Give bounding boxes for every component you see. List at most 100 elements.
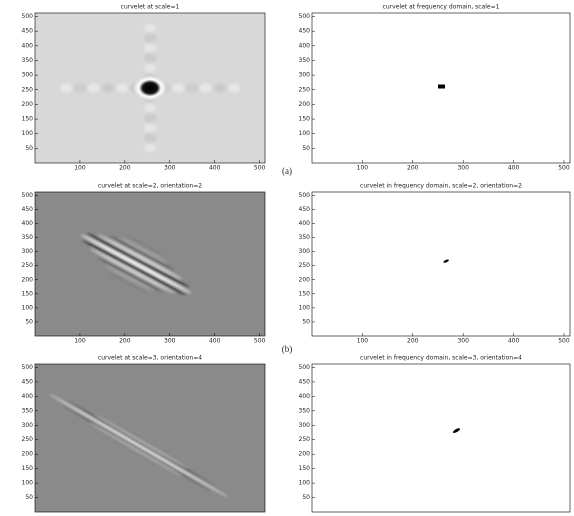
y-tick-label: 100 bbox=[22, 304, 34, 311]
y-tick-label: 150 bbox=[22, 116, 34, 123]
y-tick-label: 50 bbox=[25, 318, 33, 325]
y-tick-label: 250 bbox=[299, 436, 311, 443]
y-tick-label: 400 bbox=[22, 220, 34, 227]
x-tick-label: 500 bbox=[254, 165, 266, 172]
y-tick-label: 150 bbox=[299, 290, 311, 297]
y-tick-label: 350 bbox=[22, 407, 34, 414]
y-tick-label: 200 bbox=[299, 276, 311, 283]
y-tick-label: 200 bbox=[22, 276, 34, 283]
panel: curvelet at scale=1 50 100 150 200 250 300 350 4… bbox=[22, 4, 266, 172]
panel: curvelet at scale=3, orientation=4 50 100 1… bbox=[22, 355, 265, 513]
image bbox=[312, 364, 570, 512]
y-tick-label: 100 bbox=[22, 130, 34, 137]
y-tick-label: 300 bbox=[22, 422, 34, 429]
y-tick-label: 250 bbox=[22, 262, 34, 269]
panel-title: curvelet at scale=1 bbox=[121, 4, 180, 11]
panel: curvelet at frequency domain, scale=1 50 1… bbox=[299, 4, 570, 172]
y-tick-label: 100 bbox=[22, 480, 34, 487]
y-tick-label: 450 bbox=[22, 378, 34, 385]
x-tick-label: 100 bbox=[357, 338, 369, 345]
panel: curvelet in frequency domain, scale=2, o… bbox=[299, 183, 570, 345]
figure: (a) (b) curvelet at scale=1 50 100 150 200 25… bbox=[0, 0, 574, 516]
y-tick-label: 250 bbox=[299, 86, 311, 93]
y-tick-label: 300 bbox=[22, 72, 34, 79]
panel-title: curvelet in frequency domain, scale=2, o… bbox=[360, 183, 522, 190]
y-tick-label: 100 bbox=[299, 130, 311, 137]
y-tick-label: 350 bbox=[299, 234, 311, 241]
y-tick-label: 250 bbox=[22, 86, 34, 93]
x-tick-label: 400 bbox=[209, 338, 221, 345]
x-tick-label: 100 bbox=[357, 165, 369, 172]
y-tick-label: 200 bbox=[299, 451, 311, 458]
y-tick-label: 250 bbox=[299, 262, 311, 269]
y-tick-label: 500 bbox=[22, 13, 34, 20]
y-tick-label: 400 bbox=[299, 220, 311, 227]
y-tick-label: 50 bbox=[302, 318, 310, 325]
y-tick-label: 150 bbox=[22, 465, 34, 472]
x-tick-label: 200 bbox=[407, 338, 419, 345]
panel-title: curvelet at scale=3, orientation=4 bbox=[98, 355, 202, 362]
y-tick-label: 300 bbox=[22, 248, 34, 255]
panel: curvelet in frequency domain, scale=3, o… bbox=[299, 355, 570, 513]
y-tick-label: 500 bbox=[22, 364, 34, 371]
x-tick-label: 200 bbox=[407, 165, 419, 172]
x-tick-label: 300 bbox=[457, 338, 469, 345]
y-tick-label: 350 bbox=[299, 407, 311, 414]
y-tick-label: 50 bbox=[302, 145, 310, 152]
panel-title: curvelet at frequency domain, scale=1 bbox=[383, 4, 500, 11]
x-tick-label: 500 bbox=[254, 338, 266, 345]
y-tick-label: 400 bbox=[22, 42, 34, 49]
y-tick-label: 50 bbox=[302, 494, 310, 501]
image bbox=[35, 364, 265, 512]
y-tick-label: 150 bbox=[299, 465, 311, 472]
y-tick-label: 200 bbox=[22, 451, 34, 458]
y-tick-label: 300 bbox=[299, 72, 311, 79]
image bbox=[312, 192, 570, 336]
y-tick-label: 400 bbox=[299, 393, 311, 400]
x-tick-label: 300 bbox=[164, 338, 176, 345]
y-tick-label: 350 bbox=[22, 234, 34, 241]
x-tick-label: 300 bbox=[164, 165, 176, 172]
y-tick-label: 350 bbox=[299, 57, 311, 64]
y-tick-label: 200 bbox=[22, 101, 34, 108]
y-tick-label: 450 bbox=[299, 378, 311, 385]
x-tick-label: 100 bbox=[74, 338, 86, 345]
x-tick-label: 400 bbox=[209, 165, 221, 172]
y-tick-label: 450 bbox=[22, 28, 34, 35]
y-tick-label: 450 bbox=[299, 28, 311, 35]
panel: curvelet at scale=2, orientation=2 50 100 1… bbox=[22, 183, 266, 345]
y-tick-label: 300 bbox=[299, 248, 311, 255]
y-tick-label: 200 bbox=[299, 101, 311, 108]
y-tick-label: 400 bbox=[299, 42, 311, 49]
y-tick-label: 500 bbox=[22, 192, 34, 199]
y-tick-label: 100 bbox=[299, 304, 311, 311]
y-tick-label: 450 bbox=[22, 206, 34, 213]
y-tick-label: 500 bbox=[299, 364, 311, 371]
y-tick-label: 250 bbox=[22, 436, 34, 443]
image bbox=[312, 13, 570, 163]
panel-title: curvelet at scale=2, orientation=2 bbox=[98, 183, 202, 190]
y-tick-label: 50 bbox=[25, 494, 33, 501]
x-tick-label: 500 bbox=[558, 165, 570, 172]
x-tick-label: 300 bbox=[457, 165, 469, 172]
x-tick-label: 500 bbox=[558, 338, 570, 345]
y-tick-label: 500 bbox=[299, 192, 311, 199]
panel-title: curvelet in frequency domain, scale=3, o… bbox=[360, 355, 522, 362]
y-tick-label: 100 bbox=[299, 480, 311, 487]
y-tick-label: 150 bbox=[22, 290, 34, 297]
x-tick-label: 200 bbox=[119, 165, 131, 172]
y-tick-label: 150 bbox=[299, 116, 311, 123]
y-tick-label: 350 bbox=[22, 57, 34, 64]
y-tick-label: 50 bbox=[25, 145, 33, 152]
x-tick-label: 100 bbox=[74, 165, 86, 172]
caption: (a) bbox=[282, 166, 292, 176]
y-tick-label: 300 bbox=[299, 422, 311, 429]
x-tick-label: 400 bbox=[508, 165, 520, 172]
x-tick-label: 200 bbox=[119, 338, 131, 345]
x-tick-label: 400 bbox=[508, 338, 520, 345]
image bbox=[35, 13, 265, 163]
caption: (b) bbox=[282, 344, 293, 354]
y-tick-label: 500 bbox=[299, 13, 311, 20]
image bbox=[35, 192, 265, 336]
y-tick-label: 400 bbox=[22, 393, 34, 400]
